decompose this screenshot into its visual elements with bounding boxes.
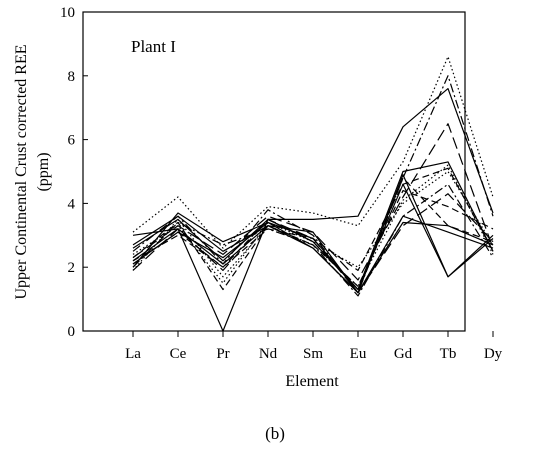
x-tick-label: Gd: [394, 346, 413, 362]
y-tick-label: 6: [68, 133, 76, 149]
figure-caption: (b): [265, 424, 285, 443]
series-line-13: [132, 183, 494, 291]
series-line-2: [132, 56, 494, 249]
x-axis-title: Element: [285, 373, 339, 390]
series-line-1: [132, 87, 494, 332]
x-tick-label: Tb: [440, 346, 457, 362]
y-tick-label: 8: [68, 69, 76, 85]
series-line-9: [132, 174, 494, 294]
series-line-11: [132, 190, 494, 291]
y-tick-label: 4: [68, 196, 76, 212]
chart-title: Plant I: [131, 37, 176, 56]
series-line-3: [132, 75, 494, 294]
x-axis: La Ce Pr Nd Sm Eu Gd Tb Dy: [125, 331, 503, 362]
x-tick-label: Dy: [484, 346, 503, 362]
x-tick-label: Sm: [303, 346, 323, 362]
x-tick-label: Eu: [350, 346, 367, 362]
x-tick-label: La: [125, 346, 141, 362]
x-tick-label: Pr: [216, 346, 229, 362]
x-tick-label: Nd: [259, 346, 278, 362]
y-axis-title-line1: Upper Continental Crust corrected REE: [13, 44, 30, 299]
series-line-10: [132, 193, 494, 294]
series-lines: [132, 56, 494, 332]
y-axis-title-line2: (ppm): [35, 152, 52, 191]
y-axis: 0 2 4 6 8 10: [60, 5, 88, 340]
y-tick-label: 10: [60, 5, 75, 21]
y-tick-label: 2: [68, 260, 76, 276]
series-line-14: [132, 177, 494, 291]
series-line-15: [132, 221, 494, 294]
series-line-16: [132, 164, 494, 287]
series-line-5: [132, 161, 494, 291]
x-tick-label: Ce: [170, 346, 187, 362]
series-line-7: [132, 170, 494, 284]
plot-frame: [82, 11, 466, 332]
y-tick-label: 0: [68, 324, 76, 340]
series-line-8: [132, 183, 494, 297]
